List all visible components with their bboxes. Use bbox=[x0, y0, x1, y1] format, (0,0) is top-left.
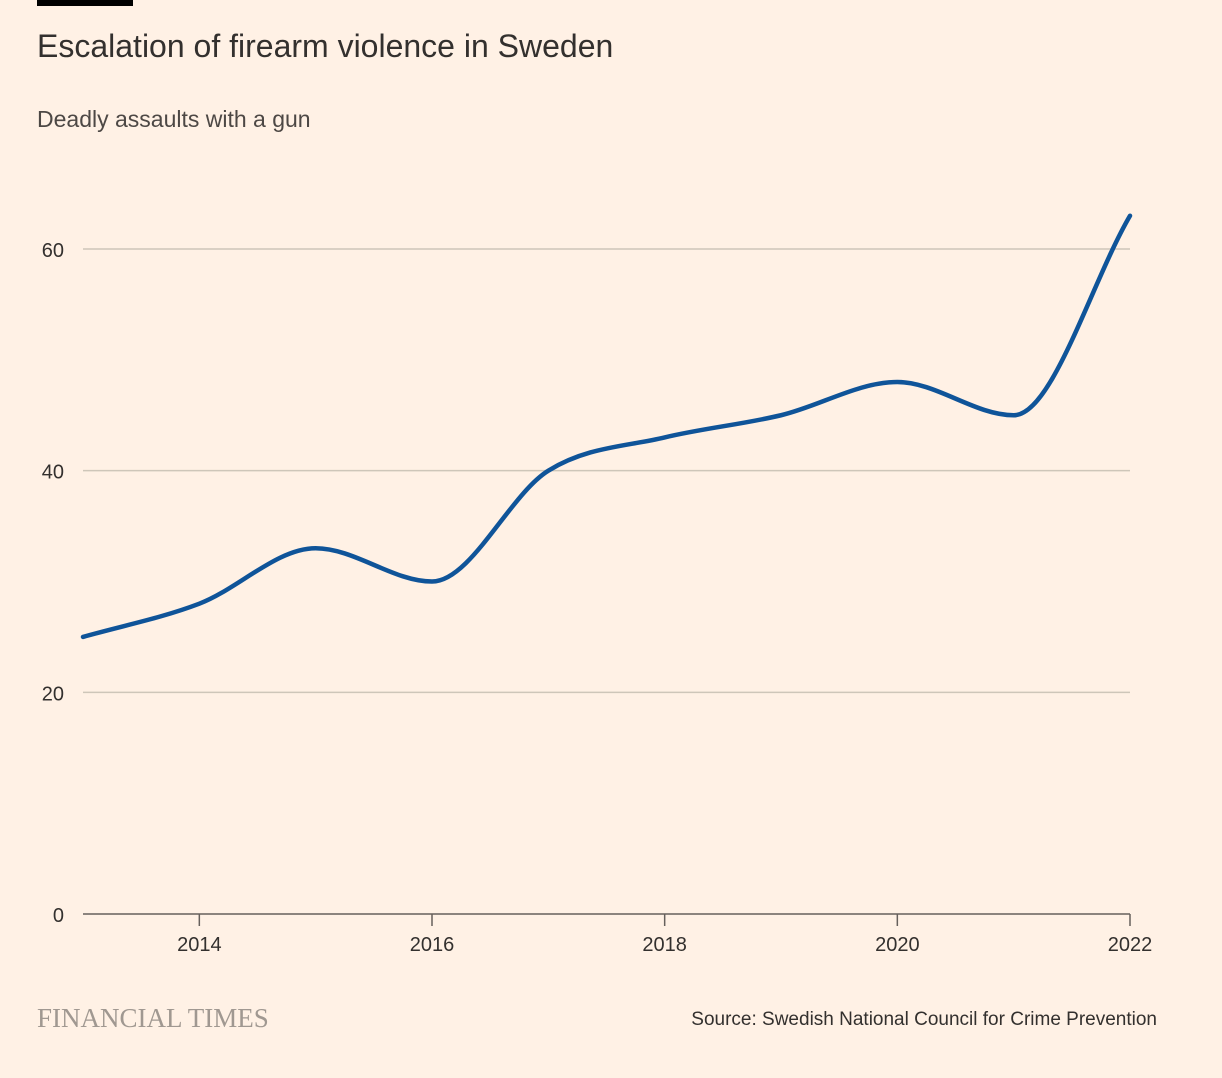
series-line-0 bbox=[80, 213, 1133, 640]
data-point-2014 bbox=[196, 601, 202, 607]
x-tick-label: 2016 bbox=[410, 934, 455, 956]
data-point-2016 bbox=[429, 579, 435, 585]
data-point-2018 bbox=[662, 434, 668, 440]
source-note: Source: Swedish National Council for Cri… bbox=[691, 1009, 1157, 1030]
data-point-2020 bbox=[894, 379, 900, 385]
x-tick-label: 2018 bbox=[642, 934, 687, 956]
data-point-2017 bbox=[545, 468, 551, 474]
x-axis-tick-labels: 2014 2016 2018 2020 2022 bbox=[177, 934, 1152, 956]
data-point-2019 bbox=[778, 412, 784, 418]
data-point-2015 bbox=[313, 545, 319, 551]
x-tick-label: 2014 bbox=[177, 934, 222, 956]
data-point-2022 bbox=[1127, 213, 1133, 219]
gridlines bbox=[83, 248, 1130, 694]
data-point-2021 bbox=[1011, 412, 1017, 418]
ft-logo-text: FINANCIAL TIMES bbox=[37, 1003, 269, 1033]
y-tick-label: 40 bbox=[42, 462, 64, 484]
x-axis bbox=[83, 913, 1131, 926]
brand-accent-bar bbox=[37, 0, 133, 6]
y-axis-tick-labels: 0 20 40 60 bbox=[42, 240, 64, 927]
y-tick-label: 60 bbox=[42, 240, 64, 262]
series-lines bbox=[80, 213, 1133, 640]
y-tick-label: 20 bbox=[42, 683, 64, 705]
chart-subtitle: Deadly assaults with a gun bbox=[37, 106, 311, 132]
x-tick-label: 2022 bbox=[1108, 934, 1153, 956]
x-tick-label: 2020 bbox=[875, 934, 920, 956]
chart-title: Escalation of firearm violence in Sweden bbox=[37, 28, 614, 64]
y-tick-label: 0 bbox=[53, 905, 64, 927]
data-point-2013 bbox=[80, 634, 86, 640]
